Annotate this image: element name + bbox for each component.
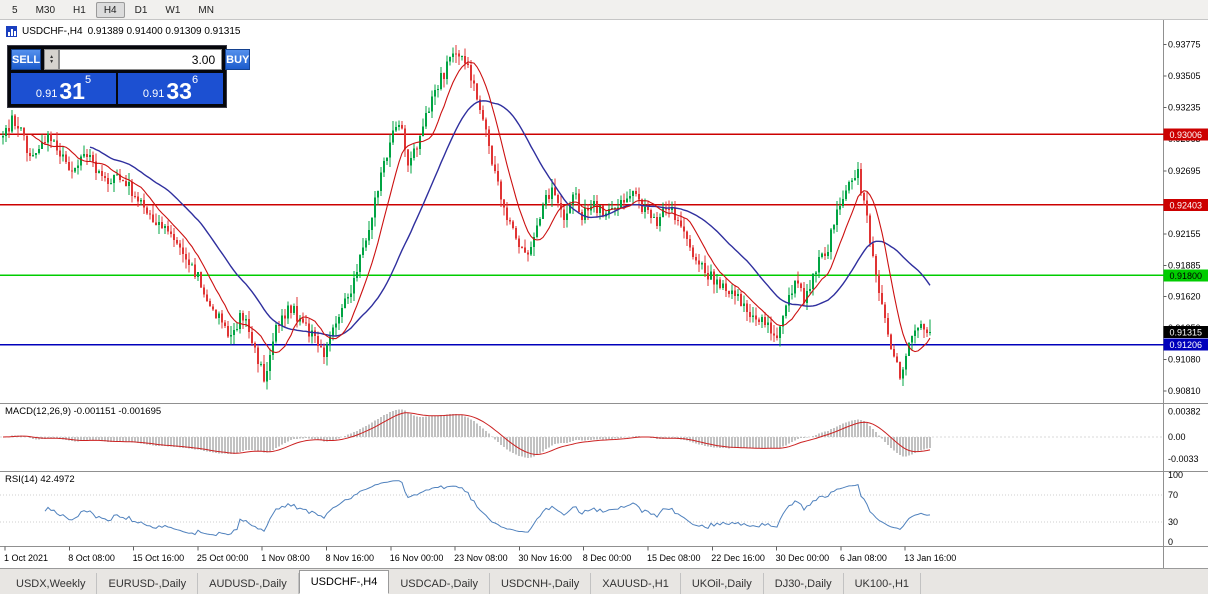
support-resistance-lines	[0, 133, 1164, 346]
svg-text:0.92155: 0.92155	[1168, 229, 1201, 239]
rsi-value: 42.4972	[40, 474, 75, 485]
timeframe-button-m30[interactable]: M30	[35, 4, 56, 16]
rsi-line	[44, 480, 931, 537]
svg-text:-0.0033: -0.0033	[1168, 454, 1199, 464]
svg-text:30 Dec 00:00: 30 Dec 00:00	[776, 553, 830, 563]
svg-text:0.93775: 0.93775	[1168, 40, 1201, 50]
chart-tab-usdchf-h4[interactable]: USDCHF-,H4	[298, 570, 390, 594]
buy-price-prefix: 0.91	[142, 88, 165, 100]
svg-text:0.91315: 0.91315	[1169, 327, 1202, 337]
buy-price-big-digits: 33	[166, 78, 192, 104]
svg-text:100: 100	[1168, 470, 1183, 480]
buy-price-pipette: 6	[191, 74, 199, 86]
svg-text:8 Nov 16:00: 8 Nov 16:00	[326, 553, 375, 563]
svg-text:0.90810: 0.90810	[1168, 386, 1201, 396]
svg-text:8 Dec 00:00: 8 Dec 00:00	[583, 553, 632, 563]
ohlc-values: 0.91389 0.91400 0.91309 0.91315	[87, 26, 241, 37]
one-click-trading-panel: SELL ▲▼ BUY 0.91 31 5 0.91 33 6	[7, 45, 251, 108]
sell-price-big-digits: 31	[59, 78, 85, 104]
chart-tab-audusd-daily[interactable]: AUDUSD-,Daily	[198, 573, 299, 594]
svg-text:16 Nov 00:00: 16 Nov 00:00	[390, 553, 444, 563]
svg-text:0.93006: 0.93006	[1169, 130, 1202, 140]
macd-indicator-label: MACD(12,26,9) -0.001151 -0.001695	[5, 406, 161, 417]
trade-controls-row: SELL ▲▼ BUY	[11, 49, 251, 70]
chart-tab-ukoil-daily[interactable]: UKOil-,Daily	[681, 573, 764, 594]
time-axis-labels: 1 Oct 2021 8 Oct 08:00 15 Oct 16:00 25 Oct …	[4, 546, 956, 563]
svg-text:0.92695: 0.92695	[1168, 166, 1201, 176]
svg-text:0.91800: 0.91800	[1169, 271, 1202, 281]
macd-signal-line	[2, 412, 931, 456]
svg-text:15 Oct 16:00: 15 Oct 16:00	[133, 553, 185, 563]
pane-separators	[0, 20, 1208, 568]
ma-fast-line	[29, 61, 931, 354]
chart-area: 0.937750.935050.932350.929650.926950.924…	[0, 20, 1208, 568]
svg-text:13 Jan 16:00: 13 Jan 16:00	[904, 553, 956, 563]
svg-text:0.92403: 0.92403	[1169, 200, 1202, 210]
svg-text:0.00: 0.00	[1168, 432, 1186, 442]
chart-tab-uk100-h1[interactable]: UK100-,H1	[844, 573, 922, 594]
sell-price-display[interactable]: 0.91 31 5	[11, 73, 116, 104]
svg-text:23 Nov 08:00: 23 Nov 08:00	[454, 553, 508, 563]
chart-tab-xauusd-h1[interactable]: XAUUSD-,H1	[591, 573, 681, 594]
svg-text:1 Oct 2021: 1 Oct 2021	[4, 553, 48, 563]
timeframe-button-w1[interactable]: W1	[165, 4, 181, 16]
timeframe-button-d1[interactable]: D1	[134, 4, 148, 16]
svg-text:0.93235: 0.93235	[1168, 103, 1201, 113]
chart-tab-usdcnh-daily[interactable]: USDCNH-,Daily	[490, 573, 592, 594]
trade-prices-row: 0.91 31 5 0.91 33 6	[11, 73, 223, 104]
svg-text:0.93505: 0.93505	[1168, 71, 1201, 81]
svg-text:0.91206: 0.91206	[1169, 340, 1202, 350]
price-badges: 0.93006 0.92403 0.91800 0.91206 0.91315	[1163, 128, 1208, 351]
timeframe-toolbar: 5 M30 H1 H4 D1 W1 MN	[0, 0, 1208, 20]
chart-tab-bar: USDX,Weekly EURUSD-,Daily AUDUSD-,Daily USD…	[0, 568, 1208, 594]
sell-price-pipette: 5	[84, 74, 92, 86]
rsi-indicator-label: RSI(14) 42.4972	[5, 474, 75, 485]
price-axis-labels: 0.937750.935050.932350.929650.926950.924…	[1163, 40, 1201, 547]
macd-pane	[0, 409, 1164, 458]
buy-button[interactable]: BUY	[225, 49, 251, 70]
volume-input[interactable]	[59, 49, 223, 70]
sell-price-prefix: 0.91	[35, 88, 58, 100]
svg-text:6 Jan 08:00: 6 Jan 08:00	[840, 553, 887, 563]
sell-button[interactable]: SELL	[11, 49, 42, 70]
svg-text:70: 70	[1168, 490, 1178, 500]
macd-name: MACD(12,26,9)	[5, 406, 71, 417]
svg-text:1 Nov 08:00: 1 Nov 08:00	[261, 553, 310, 563]
svg-text:30: 30	[1168, 517, 1178, 527]
svg-text:25 Oct 00:00: 25 Oct 00:00	[197, 553, 249, 563]
buy-price-display[interactable]: 0.91 33 6	[118, 73, 223, 104]
volume-spinner-arrows[interactable]: ▲ ▼	[44, 49, 60, 70]
chart-tab-eurusd-daily[interactable]: EURUSD-,Daily	[97, 573, 199, 594]
svg-text:22 Dec 16:00: 22 Dec 16:00	[711, 553, 765, 563]
ma-slow-line	[89, 100, 931, 337]
chart-tab-dj30-daily[interactable]: DJ30-,Daily	[764, 573, 844, 594]
svg-text:0: 0	[1168, 537, 1173, 547]
rsi-pane	[0, 494, 1164, 523]
svg-text:30 Nov 16:00: 30 Nov 16:00	[518, 553, 572, 563]
svg-text:0.91620: 0.91620	[1168, 291, 1201, 301]
timeframe-button-h4[interactable]: H4	[95, 1, 125, 18]
chart-icon	[6, 26, 17, 37]
timeframe-button-h1[interactable]: H1	[73, 4, 86, 16]
svg-text:8 Oct 08:00: 8 Oct 08:00	[68, 553, 115, 563]
chart-tab-usdx-weekly[interactable]: USDX,Weekly	[5, 573, 98, 594]
price-chart-canvas[interactable]: 0.937750.935050.932350.929650.926950.924…	[0, 20, 1208, 568]
timeframe-button-5[interactable]: 5	[12, 4, 18, 16]
svg-text:0.91885: 0.91885	[1168, 260, 1201, 270]
chart-tab-usdcad-daily[interactable]: USDCAD-,Daily	[389, 573, 490, 594]
chart-symbol-header: USDCHF-,H4 0.91389 0.91400 0.91309 0.913…	[6, 26, 241, 37]
svg-text:0.91080: 0.91080	[1168, 354, 1201, 364]
svg-text:15 Dec 08:00: 15 Dec 08:00	[647, 553, 701, 563]
macd-values: -0.001151 -0.001695	[73, 406, 162, 417]
svg-text:0.00382: 0.00382	[1168, 406, 1201, 416]
rsi-name: RSI(14)	[5, 474, 38, 485]
symbol-label: USDCHF-,H4	[22, 26, 83, 37]
volume-stepper: ▲ ▼	[44, 49, 223, 70]
timeframe-button-mn[interactable]: MN	[198, 4, 214, 16]
